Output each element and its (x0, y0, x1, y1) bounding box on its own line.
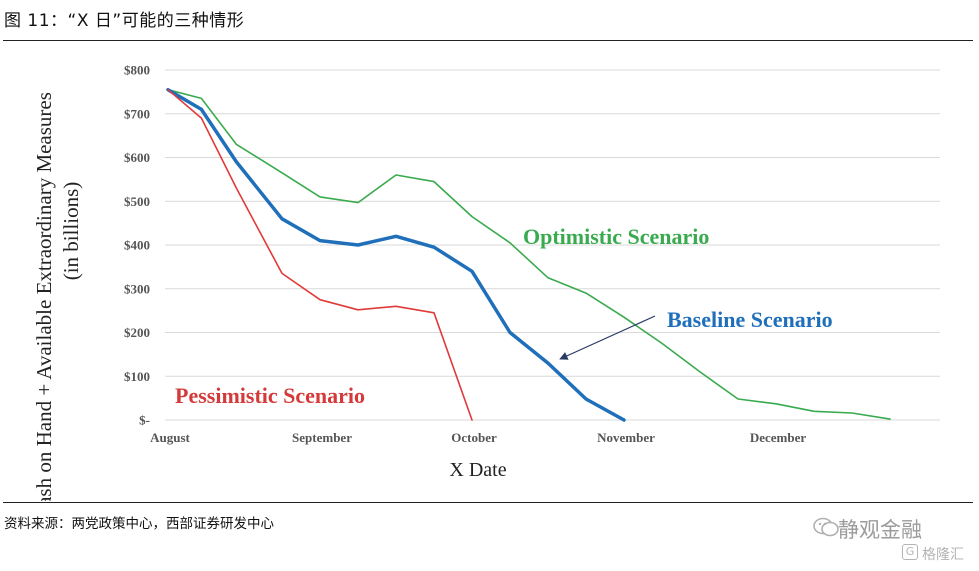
series-line (166, 87, 626, 422)
y-tick-label: $400 (124, 238, 150, 253)
grid (165, 69, 940, 421)
series-annotation: Baseline Scenario (667, 307, 833, 332)
y-axis-title: Cash on Hand + Available Extraordinary M… (32, 92, 56, 501)
y-tick-label: $600 (124, 150, 150, 165)
series-line (167, 88, 891, 420)
series-line (167, 88, 473, 421)
series-annotations: Optimistic Scenario Baseline Scenario Pess… (175, 224, 833, 408)
g-icon: G (902, 544, 918, 560)
watermark-sub: 格隆汇 (922, 547, 964, 563)
y-tick-label: $700 (124, 106, 150, 121)
series-group (166, 87, 891, 422)
y-tick-label: $- (139, 413, 150, 428)
x-tick-label: October (451, 430, 497, 445)
series-annotation: Pessimistic Scenario (175, 383, 365, 408)
x-tick-label: December (750, 430, 807, 445)
x-tick-labels: August September October November December (150, 430, 806, 445)
chart: $800 $700 $600 $500 $400 $300 $200 $100 $- Augus… (0, 41, 979, 501)
x-tick-label: September (292, 430, 352, 445)
y-tick-label: $800 (124, 63, 150, 78)
source-note: 资料来源：两党政策中心，西部证券研发中心 (4, 516, 274, 532)
x-axis-title: X Date (449, 459, 506, 481)
wechat-icon (813, 517, 839, 537)
x-tick-label: August (150, 430, 190, 445)
y-axis-subtitle: (in billions) (59, 182, 83, 281)
figure-title: 图 11：“X 日”可能的三种情形 (4, 11, 245, 31)
y-tick-label: $300 (124, 281, 150, 296)
watermark-name: 静观金融 (838, 518, 922, 542)
y-tick-label: $500 (124, 194, 150, 209)
top-rule (3, 40, 973, 41)
y-tick-label: $100 (124, 369, 150, 384)
y-tick-labels: $800 $700 $600 $500 $400 $300 $200 $100 $- (124, 63, 150, 428)
series-annotation: Optimistic Scenario (523, 224, 709, 249)
bottom-rule (3, 502, 973, 503)
y-tick-label: $200 (124, 325, 150, 340)
x-tick-label: November (597, 430, 655, 445)
chart-svg: $800 $700 $600 $500 $400 $300 $200 $100 $- Augus… (32, 63, 940, 501)
annotation-arrow (559, 315, 656, 360)
